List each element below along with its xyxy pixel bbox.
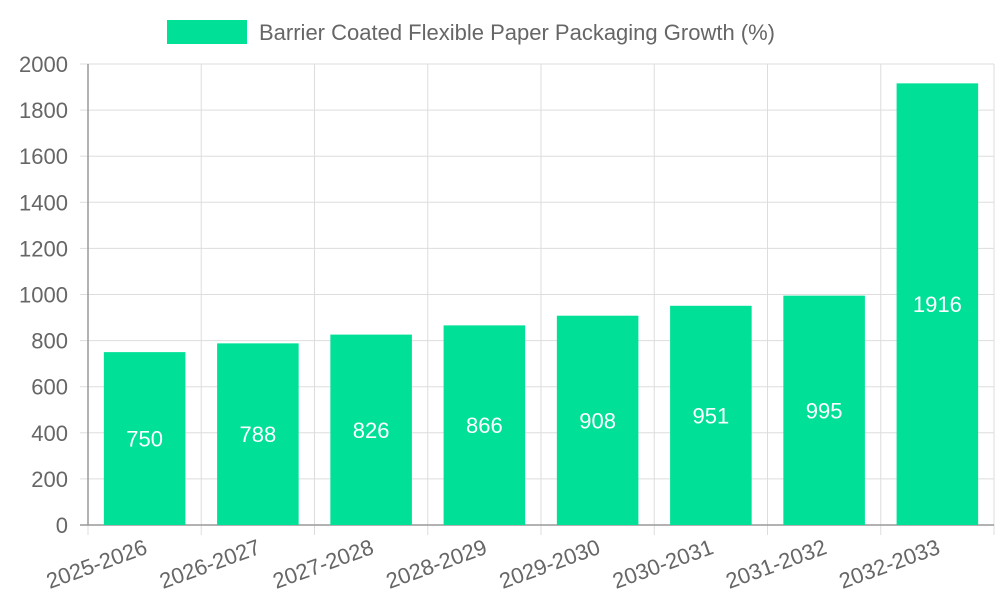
bar-value-label: 951 [693, 403, 730, 428]
x-tick-label: 2032-2033 [836, 534, 943, 593]
x-tick-label: 2027-2028 [269, 534, 376, 593]
y-tick-label: 400 [31, 421, 68, 446]
bar-value-label: 995 [806, 398, 843, 423]
bar-value-label: 1916 [913, 292, 962, 317]
bar [896, 83, 979, 525]
y-tick-label: 1200 [19, 236, 68, 261]
x-tick-label: 2030-2031 [609, 534, 716, 593]
y-tick-label: 600 [31, 375, 68, 400]
y-tick-label: 200 [31, 467, 68, 492]
y-tick-label: 1000 [19, 283, 68, 308]
x-tick-label: 2031-2032 [722, 534, 829, 593]
x-axis-ticks: 2025-2026 2026-2027 2027-2028 2028-2029 2029… [43, 534, 943, 593]
bar-value-label: 826 [353, 418, 390, 443]
bar-value-label: 788 [240, 422, 277, 447]
bar-value-label: 866 [466, 413, 503, 438]
bar [217, 343, 299, 525]
bar [443, 325, 526, 525]
y-tick-label: 2000 [19, 52, 68, 77]
bar [783, 295, 865, 525]
x-tick-label: 2029-2030 [496, 534, 603, 593]
bar [330, 334, 412, 525]
bar-value-label: 908 [579, 408, 616, 433]
x-tick-label: 2026-2027 [156, 534, 263, 593]
legend-label: Barrier Coated Flexible Paper Packaging … [259, 20, 775, 45]
y-tick-label: 800 [31, 329, 68, 354]
x-tick-label: 2028-2029 [383, 534, 490, 593]
bar [670, 305, 752, 525]
y-axis-ticks: 0 200 400 600 800 1000 1200 1400 1600 1800 2000 [19, 52, 68, 538]
legend[interactable]: Barrier Coated Flexible Paper Packaging … [167, 20, 775, 45]
bars: 750 788 826 866 908 951 995 1916 [103, 83, 979, 525]
bar [556, 315, 639, 525]
y-tick-label: 1400 [19, 190, 68, 215]
bar-value-label: 750 [126, 427, 163, 452]
legend-swatch [167, 20, 247, 44]
y-tick-label: 1600 [19, 144, 68, 169]
y-tick-label: 1800 [19, 98, 68, 123]
bar [103, 352, 186, 525]
x-tick-label: 2025-2026 [43, 534, 150, 593]
y-tick-label: 0 [56, 513, 68, 538]
